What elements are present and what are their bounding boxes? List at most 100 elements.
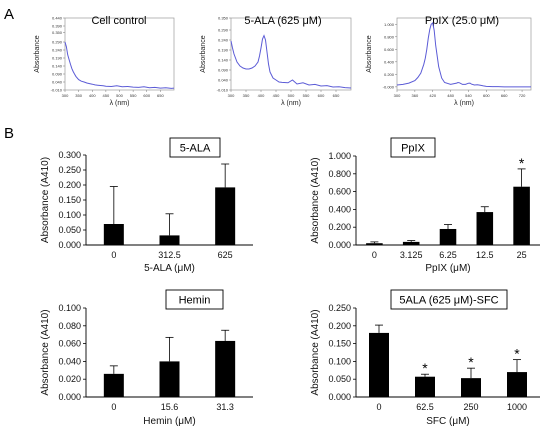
chart-title: PpIX <box>401 143 426 155</box>
x-axis-label: λ (nm) <box>454 100 474 107</box>
y-tick-label: 0.000 <box>328 240 351 250</box>
y-tick-label: 0.800 <box>384 34 395 39</box>
panel-letter-a: A <box>4 6 14 23</box>
x-tick-label: 600 <box>143 93 150 98</box>
chart-title-box <box>390 137 436 158</box>
significance-star: * <box>514 346 520 362</box>
x-tick-label: 3.125 <box>400 250 423 260</box>
y-tick-label: 0.800 <box>328 169 351 179</box>
y-axis-label: Absorbance <box>34 35 41 72</box>
y-tick-label: 0.040 <box>52 80 63 85</box>
chart-title-box <box>169 137 221 158</box>
y-tick-label: 0.140 <box>52 64 63 69</box>
x-axis-label: λ (nm) <box>110 100 130 107</box>
x-tick-label: 480 <box>447 93 454 98</box>
x-tick-label: 500 <box>116 93 123 98</box>
y-axis-label: Absorbance (A410) <box>40 157 51 243</box>
y-tick-label: 0.140 <box>218 58 229 63</box>
significance-star: * <box>519 155 525 171</box>
bar <box>513 186 530 245</box>
x-tick-label: 350 <box>243 93 250 98</box>
significance-star: * <box>468 354 474 370</box>
x-tick-label: 300 <box>62 93 69 98</box>
spectrum-line <box>230 34 352 89</box>
y-tick-label: 0.090 <box>52 72 63 77</box>
x-tick-label: 500 <box>288 93 295 98</box>
y-tick-label: 0.190 <box>52 56 63 61</box>
x-tick-label: 550 <box>130 93 137 98</box>
y-tick-label: 0.080 <box>58 321 81 331</box>
y-tick-label: 0.020 <box>58 374 81 384</box>
y-tick-label: 0.200 <box>328 222 351 232</box>
y-tick-label: -0.000 <box>383 84 395 89</box>
panel-letter-b: B <box>4 125 14 142</box>
chart-title: 5ALA (625 μM)-SFC <box>399 295 498 307</box>
y-tick-label: 1.000 <box>328 151 351 161</box>
bar <box>461 378 481 397</box>
spectrum-chart-spec1: 300 350 400 450 500 550 600 650 -0.010 0.040 0.090… <box>34 15 175 107</box>
y-tick-label: 0.040 <box>58 356 81 366</box>
spectrum-chart-spec3: 300 360 420 480 540 600 660 720 -0.000 0.200 0.400… <box>366 15 532 107</box>
y-tick-label: 0.440 <box>52 16 63 21</box>
x-tick-label: 625 <box>218 250 233 260</box>
x-tick-label: 600 <box>318 93 325 98</box>
y-tick-label: 0.250 <box>328 303 351 313</box>
y-tick-label: 0.050 <box>58 225 81 235</box>
y-tick-label: 0.060 <box>58 339 81 349</box>
bar <box>215 340 236 397</box>
bar <box>439 228 457 245</box>
bar-chart-bar1: 0.000 0.050 0.100 0.150 0.200 0.250 0.300 0 312.… <box>40 137 253 274</box>
y-axis-label: Absorbance <box>200 35 207 72</box>
x-tick-label: 400 <box>89 93 96 98</box>
x-tick-label: 720 <box>519 93 526 98</box>
x-axis-label: λ (nm) <box>281 100 301 107</box>
y-tick-label: 0.250 <box>58 165 81 175</box>
chart-title: 5-ALA <box>180 143 211 155</box>
y-tick-label: 0.240 <box>52 48 63 53</box>
bar <box>369 332 389 397</box>
y-tick-label: -0.010 <box>51 88 63 93</box>
y-tick-label: 0.100 <box>58 210 81 220</box>
x-axis-label: 5-ALA (μM) <box>144 263 195 274</box>
x-tick-label: 650 <box>333 93 340 98</box>
charts: 300 350 400 450 500 550 600 650 -0.010 0.040 0.090… <box>34 15 540 427</box>
x-tick-label: 12.5 <box>476 250 494 260</box>
bar <box>402 241 420 245</box>
chart-title: Cell control <box>91 15 146 27</box>
chart-title: Hemin <box>179 295 211 307</box>
bar <box>103 373 124 397</box>
x-tick-label: 0 <box>376 402 381 412</box>
x-tick-label: 420 <box>429 93 436 98</box>
y-tick-label: 0.100 <box>328 356 351 366</box>
y-tick-label: 0.400 <box>384 59 395 64</box>
x-tick-label: 450 <box>103 93 110 98</box>
x-tick-label: 312.5 <box>158 250 181 260</box>
bar <box>159 235 180 245</box>
x-tick-label: 25 <box>517 250 527 260</box>
y-tick-label: 0.200 <box>328 321 351 331</box>
x-tick-label: 600 <box>483 93 490 98</box>
chart-title-box <box>165 289 224 310</box>
bar-chart-bar2: 0.000 0.200 0.400 0.600 0.800 1.000 0 3.125 6.25… <box>310 137 540 274</box>
y-tick-label: 0.000 <box>58 240 81 250</box>
y-tick-label: 0.200 <box>384 72 395 77</box>
y-tick-label: 0.200 <box>58 180 81 190</box>
y-tick-label: 0.390 <box>52 24 63 29</box>
x-tick-label: 31.3 <box>216 402 234 412</box>
x-tick-label: 300 <box>394 93 401 98</box>
x-tick-label: 400 <box>258 93 265 98</box>
plot-frame <box>396 17 532 91</box>
x-tick-label: 350 <box>75 93 82 98</box>
chart-title: 5-ALA (625 μM) <box>244 15 321 27</box>
y-tick-label: 0.290 <box>218 28 229 33</box>
y-tick-label: 0.400 <box>328 204 351 214</box>
y-tick-label: 1.000 <box>384 22 395 27</box>
spectrum-chart-spec2: 300 350 400 450 500 550 600 650 -0.010 0.040 0.090… <box>200 15 352 107</box>
y-tick-label: 0.100 <box>58 303 81 313</box>
bar <box>159 361 180 397</box>
chart-title-box <box>390 289 508 310</box>
y-tick-label: 0.350 <box>52 30 63 35</box>
x-tick-label: 15.6 <box>161 402 179 412</box>
x-tick-label: 660 <box>501 93 508 98</box>
y-tick-label: 0.350 <box>218 16 229 21</box>
